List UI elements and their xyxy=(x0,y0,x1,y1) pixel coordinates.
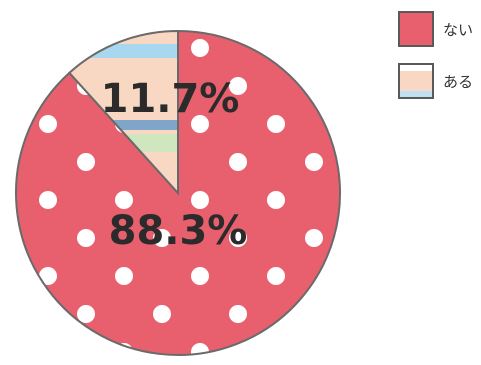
legend-item-yes: ある xyxy=(398,63,473,99)
pie-slices xyxy=(15,29,341,356)
legend-label-yes: ある xyxy=(443,72,474,91)
pie-labels: 88.3% 11.7% xyxy=(101,76,248,254)
pie-value-label-no: 88.3% xyxy=(109,208,248,254)
legend-swatch-no xyxy=(398,11,434,47)
pie-value-label-yes: 11.7% xyxy=(101,76,240,122)
legend-item-no: ない xyxy=(398,11,473,47)
pie-slice-yes xyxy=(67,29,179,196)
legend-swatch-yes xyxy=(398,63,434,99)
legend-label-no: ない xyxy=(443,20,474,39)
legend: ない ある xyxy=(398,11,473,115)
